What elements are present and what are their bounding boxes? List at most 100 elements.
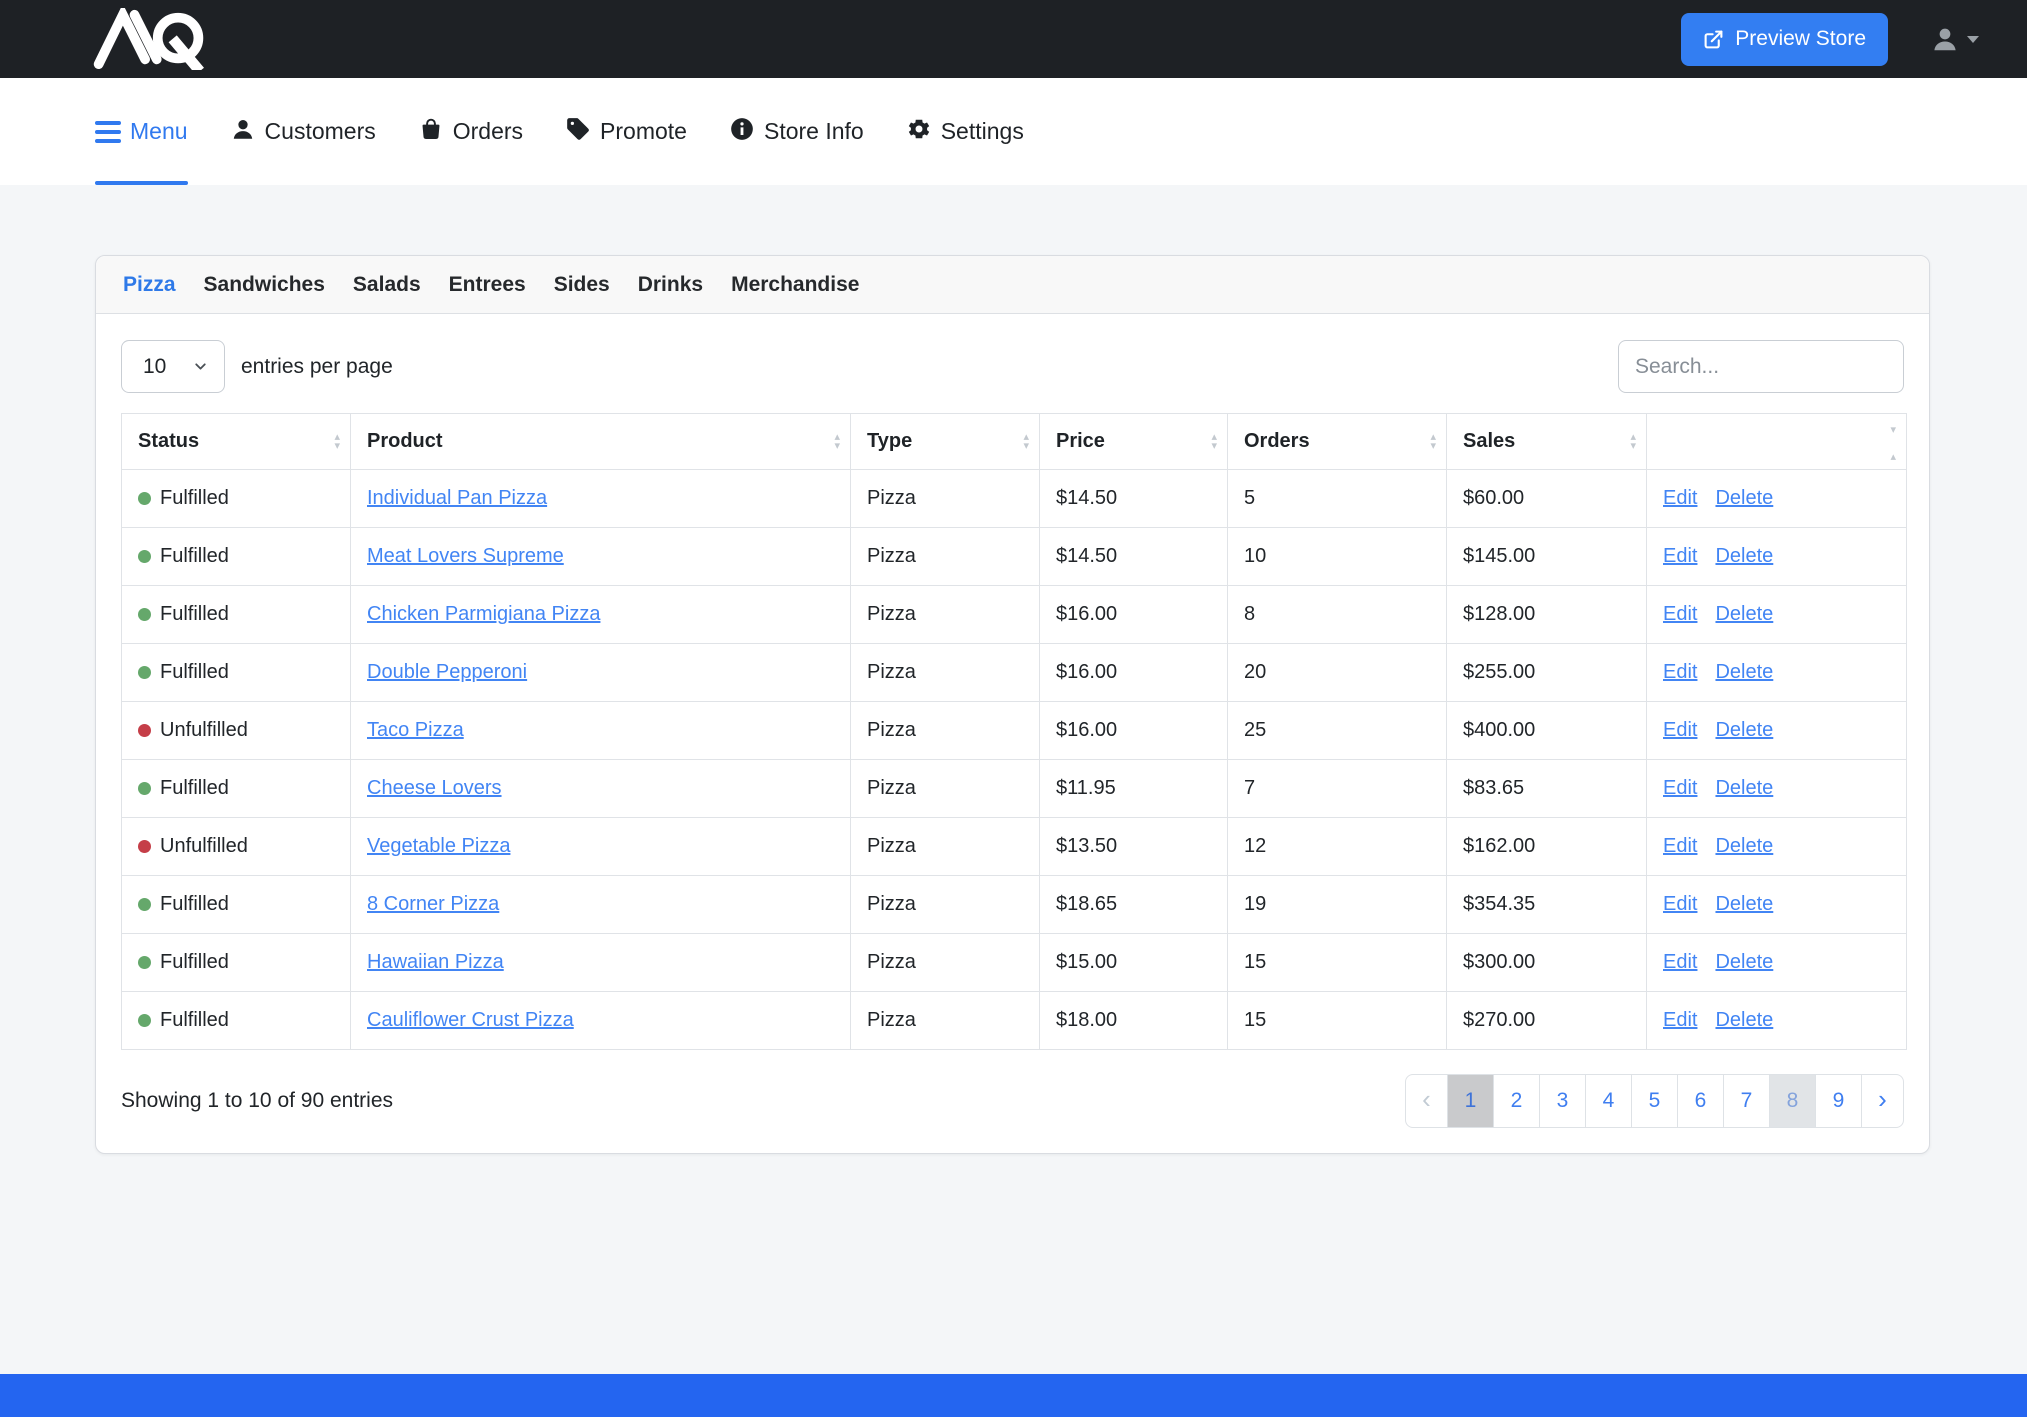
user-menu[interactable]	[1930, 24, 1979, 54]
type-cell: Pizza	[850, 643, 1040, 702]
nav-item-settings[interactable]: Settings	[906, 78, 1024, 185]
product-link[interactable]: Cauliflower Crust Pizza	[367, 1009, 574, 1031]
status-label: Unfulfilled	[160, 835, 248, 857]
type-cell: Pizza	[850, 527, 1040, 586]
column-header-price[interactable]: Price ▴ ▾	[1039, 413, 1228, 470]
actions-cell: Edit Delete	[1646, 991, 1907, 1050]
product-cell: Chicken Parmigiana Pizza	[350, 585, 851, 644]
delete-link[interactable]: Delete	[1715, 951, 1774, 973]
delete-link[interactable]: Delete	[1715, 487, 1774, 509]
pagination-page-6[interactable]: 6	[1677, 1074, 1724, 1128]
pagination-page-4[interactable]: 4	[1585, 1074, 1632, 1128]
column-header-sales[interactable]: Sales ▴ ▾	[1446, 413, 1647, 470]
showing-entries-text: Showing 1 to 10 of 90 entries	[121, 1089, 394, 1112]
topbar-right: Preview Store	[1681, 12, 1979, 66]
column-header-product[interactable]: Product ▴ ▾	[350, 413, 851, 470]
pagination-page-8[interactable]: 8	[1769, 1074, 1816, 1128]
sales-cell: $162.00	[1446, 817, 1647, 876]
type-cell: Pizza	[850, 991, 1040, 1050]
pagination-prev-button[interactable]: ‹	[1405, 1074, 1448, 1128]
search-input[interactable]	[1618, 340, 1904, 393]
edit-link[interactable]: Edit	[1663, 661, 1698, 683]
delete-link[interactable]: Delete	[1715, 777, 1774, 799]
gear-icon	[906, 116, 932, 148]
table-row: Fulfilled Cauliflower Crust Pizza Pizza $18…	[121, 991, 1907, 1050]
nav-item-orders[interactable]: Orders	[418, 78, 523, 185]
sort-icon: ▴ ▾	[834, 430, 840, 452]
nav-item-label: Promote	[600, 118, 687, 144]
edit-link[interactable]: Edit	[1663, 545, 1698, 567]
delete-link[interactable]: Delete	[1715, 603, 1774, 625]
tab-salads[interactable]: Salads	[352, 272, 421, 296]
tab-sandwiches[interactable]: Sandwiches	[203, 272, 325, 296]
edit-link[interactable]: Edit	[1663, 893, 1698, 915]
external-link-icon	[1704, 30, 1723, 48]
status-label: Fulfilled	[160, 603, 229, 625]
column-header-status[interactable]: Status ▴ ▾	[121, 413, 351, 470]
edit-link[interactable]: Edit	[1663, 487, 1698, 509]
pagination-page-1[interactable]: 1	[1447, 1074, 1494, 1128]
status-label: Unfulfilled	[160, 719, 248, 741]
product-cell: Individual Pan Pizza	[350, 469, 851, 528]
edit-link[interactable]: Edit	[1663, 719, 1698, 741]
table-row: Fulfilled Chicken Parmigiana Pizza Pizza $1…	[121, 585, 1907, 644]
nav-item-promote[interactable]: Promote	[565, 78, 687, 185]
product-link[interactable]: Hawaiian Pizza	[367, 951, 504, 973]
delete-link[interactable]: Delete	[1715, 661, 1774, 683]
delete-link[interactable]: Delete	[1715, 1009, 1774, 1031]
product-link[interactable]: Chicken Parmigiana Pizza	[367, 603, 601, 625]
pagination-next-button[interactable]: ›	[1861, 1074, 1904, 1128]
preview-store-button[interactable]: Preview Store	[1681, 12, 1888, 66]
sort-icon: ▾ ▴	[1890, 424, 1896, 463]
delete-link[interactable]: Delete	[1715, 545, 1774, 567]
edit-link[interactable]: Edit	[1663, 603, 1698, 625]
edit-link[interactable]: Edit	[1663, 777, 1698, 799]
nav-item-menu[interactable]: Menu	[95, 78, 188, 185]
column-header-type[interactable]: Type ▴ ▾	[850, 413, 1040, 470]
edit-link[interactable]: Edit	[1663, 951, 1698, 973]
delete-link[interactable]: Delete	[1715, 893, 1774, 915]
column-header-actions[interactable]: ▾ ▴	[1646, 413, 1907, 470]
chevron-down-icon	[1967, 35, 1979, 43]
status-label: Fulfilled	[160, 893, 229, 915]
tag-icon	[565, 116, 591, 148]
actions-cell: Edit Delete	[1646, 643, 1907, 702]
actions-cell: Edit Delete	[1646, 701, 1907, 760]
pagination-page-2[interactable]: 2	[1493, 1074, 1540, 1128]
product-link[interactable]: Meat Lovers Supreme	[367, 545, 564, 567]
orders-cell: 8	[1227, 585, 1447, 644]
main-content: Pizza Sandwiches Salads Entrees Sides Drinks M…	[0, 185, 2027, 1374]
delete-link[interactable]: Delete	[1715, 719, 1774, 741]
product-link[interactable]: Individual Pan Pizza	[367, 487, 548, 509]
nav-item-store-info[interactable]: Store Info	[729, 78, 864, 185]
product-link[interactable]: Taco Pizza	[367, 719, 464, 741]
tab-entrees[interactable]: Entrees	[448, 272, 526, 296]
pagination-page-5[interactable]: 5	[1631, 1074, 1678, 1128]
tab-drinks[interactable]: Drinks	[637, 272, 704, 296]
table-row: Fulfilled Double Pepperoni Pizza $16.00 20 $2…	[121, 643, 1907, 702]
edit-link[interactable]: Edit	[1663, 835, 1698, 857]
tab-merchandise[interactable]: Merchandise	[731, 272, 860, 296]
status-cell: Fulfilled	[121, 643, 351, 702]
product-link[interactable]: Cheese Lovers	[367, 777, 502, 799]
pagination-page-3[interactable]: 3	[1539, 1074, 1586, 1128]
nav-item-customers[interactable]: Customers	[230, 78, 376, 185]
pagination-page-7[interactable]: 7	[1723, 1074, 1770, 1128]
column-header-orders[interactable]: Orders ▴ ▾	[1227, 413, 1447, 470]
entries-per-page-select[interactable]: 10	[121, 340, 225, 393]
product-link[interactable]: Vegetable Pizza	[367, 835, 511, 857]
edit-link[interactable]: Edit	[1663, 1009, 1698, 1031]
tab-sides[interactable]: Sides	[553, 272, 610, 296]
actions-cell: Edit Delete	[1646, 585, 1907, 644]
type-cell: Pizza	[850, 469, 1040, 528]
type-cell: Pizza	[850, 701, 1040, 760]
product-link[interactable]: 8 Corner Pizza	[367, 893, 500, 915]
orders-cell: 15	[1227, 933, 1447, 992]
product-cell: Vegetable Pizza	[350, 817, 851, 876]
delete-link[interactable]: Delete	[1715, 835, 1774, 857]
product-link[interactable]: Double Pepperoni	[367, 661, 528, 683]
pagination-page-9[interactable]: 9	[1815, 1074, 1862, 1128]
person-icon	[230, 116, 256, 148]
orders-cell: 7	[1227, 759, 1447, 818]
tab-pizza[interactable]: Pizza	[123, 272, 176, 296]
